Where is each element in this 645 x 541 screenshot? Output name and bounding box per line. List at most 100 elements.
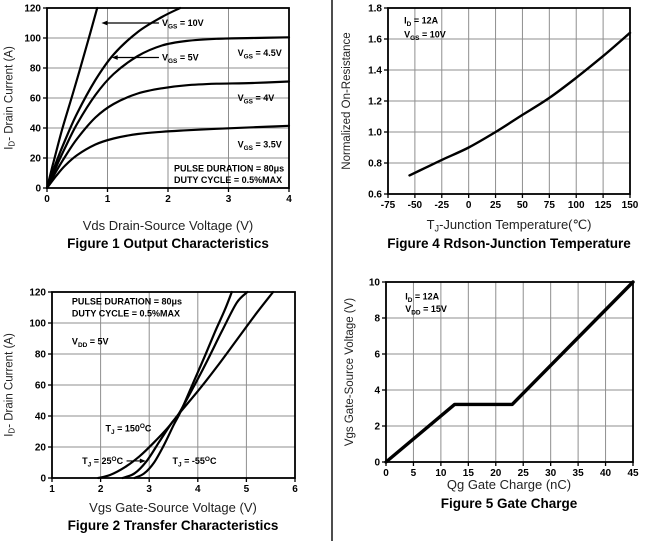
label-arrowhead [101, 20, 108, 26]
figure-1-series-label-4: VGS = 3.5V [238, 140, 282, 153]
y-tick-label: 60 [35, 381, 47, 392]
figure-4-y-axis-title: Normalized On-Resistance [341, 32, 353, 170]
figure-5-y-axis-title: Vgs Gate-Source Voltage (V) [344, 297, 356, 447]
figure-1-series-label-1: VGS = 5V [162, 53, 199, 66]
y-tick-label: 0 [374, 458, 380, 469]
y-tick-label: 4 [374, 386, 380, 397]
x-tick-label: 5 [411, 468, 417, 479]
x-tick-label: -75 [381, 200, 396, 211]
y-tick-label: 80 [35, 350, 47, 361]
figure-2-series-label-1: TJ = 25OC [82, 456, 123, 469]
y-tick-label: 100 [29, 319, 46, 330]
figure-4-annotation-1: VGS = 10V [404, 29, 446, 42]
y-tick-label: 1.4 [368, 66, 382, 77]
figure-1-x-axis-title: Vds Drain-Source Voltage (V) [82, 218, 254, 233]
figure-1-series-label-0: VGS = 10V [162, 18, 204, 31]
figure-5-curve-0 [384, 280, 635, 464]
x-tick-label: 2 [98, 484, 104, 495]
figure-4-chart-canvas: -75 -50 -25 0 25 50 75 100 125 150 0.6 0.8 1.0 1.2 1.4… [368, 4, 639, 212]
y-tick-label: 80 [30, 64, 42, 75]
plot-border [385, 281, 634, 463]
x-tick-label: 35 [573, 468, 585, 479]
y-tick-label: 120 [29, 288, 46, 299]
x-tick-label: 40 [600, 468, 612, 479]
x-tick-label: -25 [435, 200, 450, 211]
x-tick-label: 75 [544, 200, 556, 211]
figure-4-annotation-0: ID = 12A [404, 15, 438, 28]
plot-border [387, 7, 631, 195]
figure-2-annotation-0: PULSE DURATION = 80μs [72, 296, 182, 306]
y-tick-label: 40 [35, 412, 47, 423]
y-tick-label: 0 [35, 184, 41, 195]
x-tick-label: 30 [545, 468, 557, 479]
y-tick-label: 0.8 [368, 159, 382, 170]
label-arrowhead [139, 458, 146, 464]
x-tick-label: 0 [44, 194, 50, 205]
y-tick-label: 1.6 [368, 35, 382, 46]
x-tick-label: 4 [286, 194, 292, 205]
figure-1-series-label-3: VGS = 4V [238, 93, 275, 106]
figure-1-curve-1 [45, 6, 182, 190]
x-tick-label: 45 [627, 468, 639, 479]
plot-border [51, 291, 296, 479]
figure-5-annotation-1: VDD = 15V [405, 304, 447, 317]
x-tick-label: 20 [490, 468, 502, 479]
x-tick-label: 1 [49, 484, 55, 495]
figure-5: 0 5 10 15 20 25 30 35 40 45 0 2 4 6 8 10 ID = 12A VDD = 1… [333, 268, 645, 541]
figure-1-y-axis-title: ID- Drain Current (A) [3, 46, 17, 150]
x-tick-label: 150 [622, 200, 639, 211]
figure-1-curve-2 [45, 36, 291, 190]
figure-1-annotation-1: DUTY CYCLE = 0.5%MAX [174, 175, 282, 185]
figure-2-curve-2 [133, 290, 233, 480]
figure-4: -75 -50 -25 0 25 50 75 100 125 150 0.6 0.8 1.0 1.2 1.4… [333, 0, 645, 268]
x-tick-label: 4 [195, 484, 201, 495]
figure-1-curve-0 [45, 6, 99, 190]
figure-2: 1 2 3 4 5 6 0 20 40 60 80 100 120 TJ = 150OC TJ = 25OC… [0, 268, 312, 541]
y-tick-label: 1.8 [368, 4, 382, 15]
figure-2-series-label-2: TJ = -55OC [173, 456, 217, 469]
x-tick-label: 1 [105, 194, 111, 205]
y-tick-label: 8 [374, 314, 380, 325]
y-tick-label: 0 [40, 474, 46, 485]
y-tick-label: 60 [30, 94, 42, 105]
plot-border [46, 7, 290, 189]
label-arrowhead [111, 55, 118, 60]
x-tick-label: 3 [226, 194, 232, 205]
y-tick-label: 40 [30, 124, 42, 135]
figure-5-x-axis-title: Qg Gate Charge (nC) [446, 477, 572, 492]
x-tick-label: 6 [292, 484, 298, 495]
figure-4-caption: Figure 4 Rdson-Junction Temperature [387, 236, 631, 251]
figure-1-curve-4 [45, 124, 291, 190]
figure-1: 0 1 2 3 4 0 20 40 60 80 100 120 VGS = 10V VGS = 5V VGS… [0, 0, 312, 268]
y-tick-label: 2 [374, 422, 380, 433]
figure-1-caption: Figure 1 Output Characteristics [67, 236, 269, 251]
x-tick-label: 25 [490, 200, 502, 211]
y-tick-label: 6 [374, 350, 380, 361]
figure-2-caption: Figure 2 Transfer Characteristics [67, 518, 279, 533]
y-tick-label: 20 [30, 154, 42, 165]
y-tick-label: 100 [24, 34, 41, 45]
figure-4-x-axis-title: TJ-Junction Temperature(℃) [426, 217, 592, 234]
figure-1-series-label-2: VGS = 4.5V [238, 48, 282, 61]
figure-2-x-axis-title: Vgs Gate-Source Voltage (V) [89, 500, 257, 515]
figure-1-curve-3 [45, 80, 291, 190]
y-tick-label: 1.2 [368, 97, 382, 108]
x-tick-label: 25 [518, 468, 530, 479]
x-tick-label: 125 [595, 200, 612, 211]
y-tick-label: 120 [24, 4, 41, 15]
x-tick-label: 15 [463, 468, 475, 479]
y-tick-label: 1.0 [368, 128, 382, 139]
x-tick-label: 100 [568, 200, 585, 211]
x-tick-label: 0 [466, 200, 472, 211]
x-tick-label: 0 [383, 468, 389, 479]
x-tick-label: 10 [435, 468, 447, 479]
x-tick-label: 50 [517, 200, 529, 211]
figure-1-annotation-0: PULSE DURATION = 80μs [174, 164, 284, 174]
x-tick-label: -50 [408, 200, 423, 211]
figure-2-annotation-1: DUTY CYCLE = 0.5%MAX [72, 309, 180, 319]
x-tick-label: 2 [165, 194, 171, 205]
figure-2-annotation-2: VDD = 5V [72, 337, 109, 350]
